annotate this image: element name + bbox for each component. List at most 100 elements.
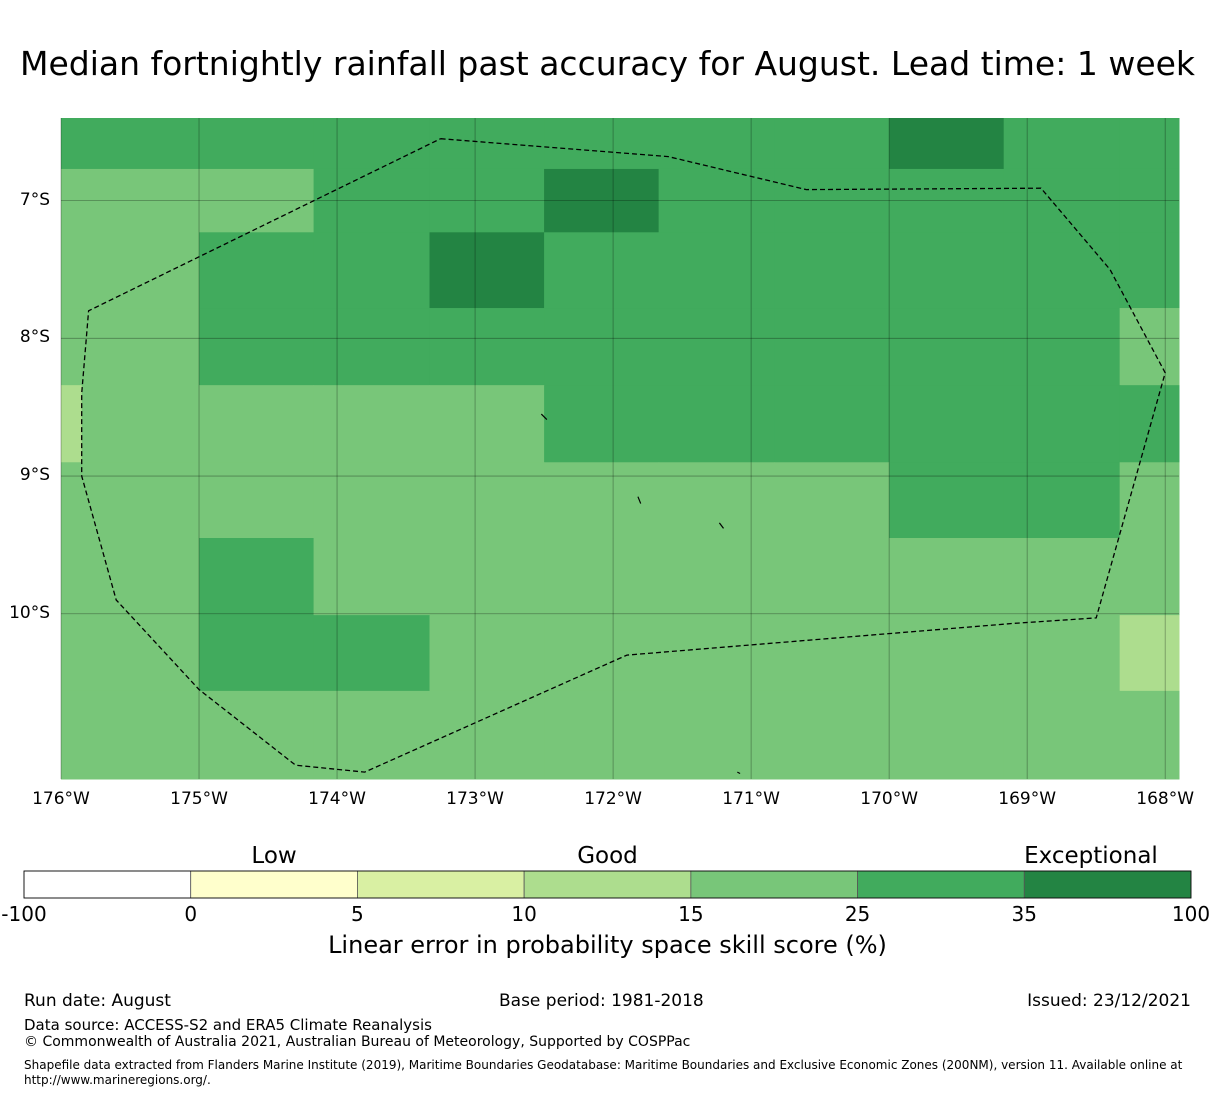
skill-cell: [429, 462, 545, 539]
colorbar-swatch: [690, 870, 858, 899]
skill-cell: [544, 308, 660, 386]
skill-cell: [429, 168, 545, 233]
issued-date: Issued: 23/12/2021: [1027, 991, 1191, 1011]
skill-cell: [658, 118, 776, 170]
skill-cell: [889, 118, 1005, 170]
island-mark: [737, 771, 741, 775]
skill-cell: [1003, 462, 1121, 539]
skill-cell: [313, 118, 431, 170]
skill-cell: [544, 538, 660, 616]
copyright: © Commonwealth of Australia 2021, Austra…: [24, 1034, 691, 1050]
islands: [540, 413, 741, 775]
base-period: Base period: 1981-2018: [499, 991, 704, 1011]
skill-cell: [313, 385, 431, 463]
colorbar-tick-label: 0: [184, 902, 198, 926]
skill-cell: [313, 168, 431, 233]
lon-tick-label: 168°W: [1136, 789, 1195, 809]
colorbar-tick-label: 5: [351, 902, 364, 926]
skill-cell: [1003, 232, 1121, 309]
skill-cell: [313, 308, 431, 386]
skill-cell: [544, 232, 660, 309]
skill-cell: [429, 385, 545, 463]
lat-tick-label: 7°S: [19, 189, 50, 210]
skill-cell: [1119, 232, 1180, 309]
skill-cell: [544, 615, 660, 692]
colorbar-outline: [23, 870, 1192, 899]
lon-tick-label: 169°W: [998, 789, 1057, 809]
colorbar-swatch: [857, 870, 1025, 899]
skill-cells: [61, 118, 1180, 780]
colorbar-swatch: [523, 870, 692, 899]
skill-cell: [889, 615, 1005, 692]
skill-cell: [889, 538, 1005, 616]
colorbar-swatch: [23, 870, 192, 899]
skill-cell: [313, 690, 431, 780]
skill-cell: [774, 385, 890, 463]
skill-cell: [1119, 615, 1180, 692]
skill-cell: [61, 232, 200, 309]
skill-cell: [199, 615, 315, 692]
skill-cell: [199, 232, 315, 309]
colorbar-tick-label: 25: [844, 902, 871, 926]
skill-cell: [544, 168, 660, 233]
skill-cell: [774, 168, 890, 233]
skill-cell: [544, 385, 660, 463]
skill-cell: [199, 168, 315, 233]
skill-cell: [313, 462, 431, 539]
shapefile-credit: Shapefile data extracted from Flanders M…: [24, 1058, 1183, 1087]
skill-cell: [199, 462, 315, 539]
lat-tick-label: 8°S: [19, 327, 50, 348]
lon-tick-label: 171°W: [722, 789, 780, 809]
lon-tick-label: 173°W: [446, 789, 504, 809]
skill-cell: [429, 690, 545, 780]
skill-cell: [658, 615, 776, 692]
skill-cell: [1003, 690, 1121, 780]
skill-cell: [1119, 538, 1180, 616]
skill-cell: [774, 118, 890, 170]
gridlines: [60, 118, 1179, 779]
island-mark: [637, 496, 642, 504]
eez-boundary: [81, 138, 1166, 773]
skill-cell: [658, 538, 776, 616]
skill-cell: [1003, 118, 1121, 170]
island-mark: [718, 522, 724, 529]
lat-tick-label: 9°S: [19, 465, 50, 486]
lon-tick-label: 175°W: [170, 789, 228, 809]
skill-cell: [313, 615, 431, 692]
skill-cell: [1003, 615, 1121, 692]
skill-cell: [1119, 168, 1180, 233]
skill-cell: [313, 538, 431, 616]
island-mark: [540, 413, 548, 421]
skill-cell: [658, 690, 776, 780]
skill-cell: [658, 385, 776, 463]
skill-cell: [429, 615, 545, 692]
map-title: Median fortnightly rainfall past accurac…: [19, 44, 1196, 83]
colorbar-category-label: Low: [251, 843, 297, 869]
skill-cell: [61, 168, 200, 233]
skill-cell: [1119, 118, 1180, 170]
skill-cell: [429, 118, 545, 170]
skill-cell: [199, 690, 315, 780]
skill-cell: [1003, 385, 1121, 463]
skill-cell: [61, 385, 82, 463]
skill-cell: [774, 615, 890, 692]
run-date: Run date: August: [24, 991, 171, 1011]
skill-cell: [889, 168, 1005, 233]
skill-cell: [61, 462, 200, 539]
skill-cell: [889, 385, 1005, 463]
skill-cell: [1119, 385, 1180, 463]
colorbar-tick-label: 100: [1171, 902, 1211, 926]
skill-cell: [1003, 538, 1121, 616]
skill-cell: [313, 232, 431, 309]
lon-tick-label: 170°W: [860, 789, 919, 809]
skill-cell: [199, 385, 315, 463]
skill-cell: [199, 308, 315, 386]
lon-tick-label: 176°W: [32, 789, 90, 809]
eez-boundary-line: [81, 138, 1166, 773]
skill-cell: [1003, 308, 1121, 386]
colorbar-category-label: Good: [577, 843, 638, 869]
skill-cell: [61, 615, 200, 692]
lat-tick-label: 10°S: [9, 602, 50, 623]
skill-cell: [61, 118, 200, 170]
